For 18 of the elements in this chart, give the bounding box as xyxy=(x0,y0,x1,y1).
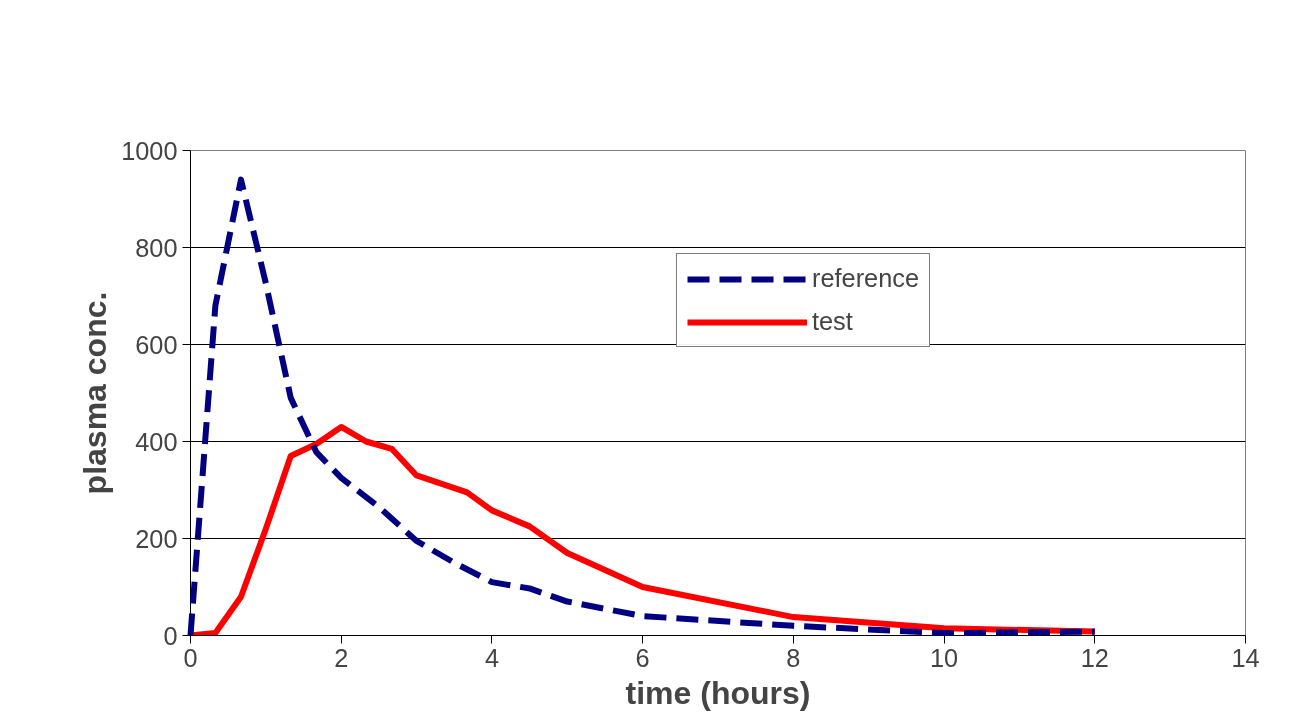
y-tick-label: 600 xyxy=(135,330,178,359)
y-tick-label: 0 xyxy=(163,621,178,650)
x-tick-label: 4 xyxy=(484,643,499,672)
x-tick-label: 2 xyxy=(334,643,349,672)
y-tick-label: 800 xyxy=(135,233,178,262)
y-axis-title: plasma conc. xyxy=(77,291,114,495)
x-tick-label: 0 xyxy=(183,643,198,672)
x-tick-label: 14 xyxy=(1231,643,1260,672)
legend-label: reference xyxy=(812,264,920,293)
x-tick-label: 12 xyxy=(1080,643,1109,672)
x-tick-label: 6 xyxy=(635,643,650,672)
x-axis-title: time (hours) xyxy=(625,674,811,711)
y-tick-label: 1000 xyxy=(121,136,178,165)
legend-label: test xyxy=(812,307,853,336)
x-tick-label: 10 xyxy=(929,643,959,672)
x-tick-label: 8 xyxy=(786,643,801,672)
y-tick-label: 400 xyxy=(135,427,178,456)
y-tick-label: 200 xyxy=(135,524,178,553)
